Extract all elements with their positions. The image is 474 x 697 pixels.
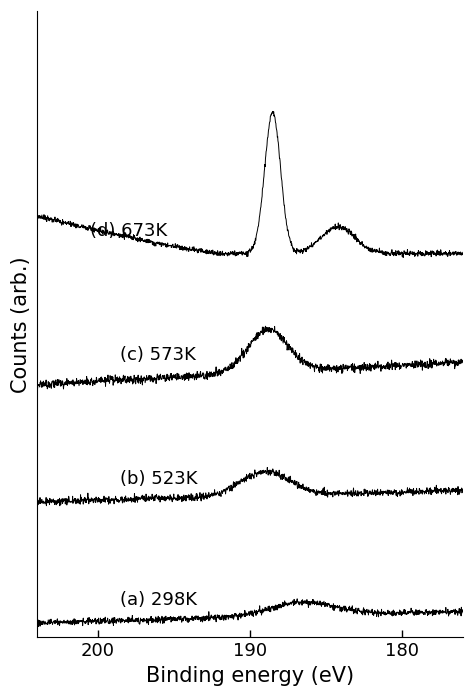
Y-axis label: Counts (arb.): Counts (arb.) [11,256,31,392]
Text: (c) 573K: (c) 573K [120,346,196,364]
Text: (b) 523K: (b) 523K [120,470,198,488]
Text: (a) 298K: (a) 298K [120,591,197,609]
Text: (d) 673K: (d) 673K [90,222,167,240]
X-axis label: Binding energy (eV): Binding energy (eV) [146,666,354,686]
